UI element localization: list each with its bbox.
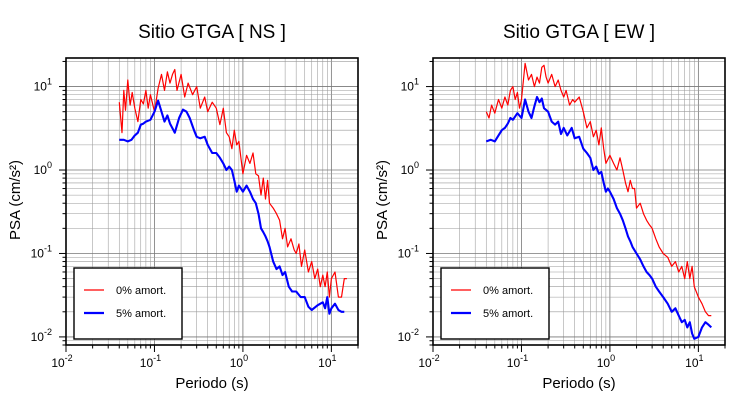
- legend: 0% amort. 5% amort.: [73, 267, 183, 340]
- x-tick-label: 10-1: [507, 353, 528, 370]
- y-axis-label: PSA (cm/s²): [7, 160, 24, 240]
- chart-title: Sitio GTGA [ EW ]: [503, 22, 655, 43]
- legend-label-0: 0% amort.: [483, 285, 533, 297]
- y-tick-label: 101: [34, 77, 52, 94]
- legend: 0% amort. 5% amort.: [440, 267, 550, 340]
- legend-box: [73, 267, 183, 340]
- plot-frame: [65, 57, 359, 346]
- y-tick-label: 10-1: [398, 243, 419, 260]
- x-tick-label: 10-2: [51, 353, 72, 370]
- series-line-amort-0: [118, 68, 347, 298]
- legend-label-1: 5% amort.: [116, 308, 166, 320]
- y-axis-label: PSA (cm/s²): [374, 160, 391, 240]
- y-tick-label: 10-1: [31, 243, 52, 260]
- y-tick-label: 101: [401, 77, 419, 94]
- series-group: [118, 68, 347, 315]
- chart-panel-ns: Sitio GTGA [ NS ] 10-2 10-1 100 101 10-2 10-1…: [7, 22, 359, 392]
- legend-box: [440, 267, 550, 340]
- axis-ticks: 10-2 10-1 100 101 10-2 10-1 100 101: [398, 60, 726, 370]
- legend-label-0: 0% amort.: [116, 285, 166, 297]
- y-tick-label: 100: [401, 160, 419, 177]
- series-group: [485, 62, 713, 340]
- x-tick-label: 101: [685, 353, 703, 370]
- series-line-amort-5: [119, 99, 345, 315]
- x-tick-label: 10-2: [418, 353, 439, 370]
- y-tick-label: 10-2: [31, 327, 52, 344]
- plot-frame: [432, 57, 726, 346]
- y-tick-label: 10-2: [398, 327, 419, 344]
- legend-label-1: 5% amort.: [483, 308, 533, 320]
- chart-panel-ew: Sitio GTGA [ EW ] 10-2 10-1 100 101 10-2 10-1…: [374, 22, 726, 392]
- x-tick-label: 101: [318, 353, 336, 370]
- series-line-amort-5: [485, 95, 713, 340]
- y-tick-label: 100: [34, 160, 52, 177]
- x-axis-label: Periodo (s): [175, 375, 248, 392]
- x-tick-label: 100: [597, 353, 615, 370]
- x-tick-label: 100: [230, 353, 248, 370]
- x-axis-label: Periodo (s): [542, 375, 615, 392]
- x-tick-label: 10-1: [140, 353, 161, 370]
- series-line-amort-0: [485, 62, 712, 317]
- chart-title: Sitio GTGA [ NS ]: [138, 22, 286, 43]
